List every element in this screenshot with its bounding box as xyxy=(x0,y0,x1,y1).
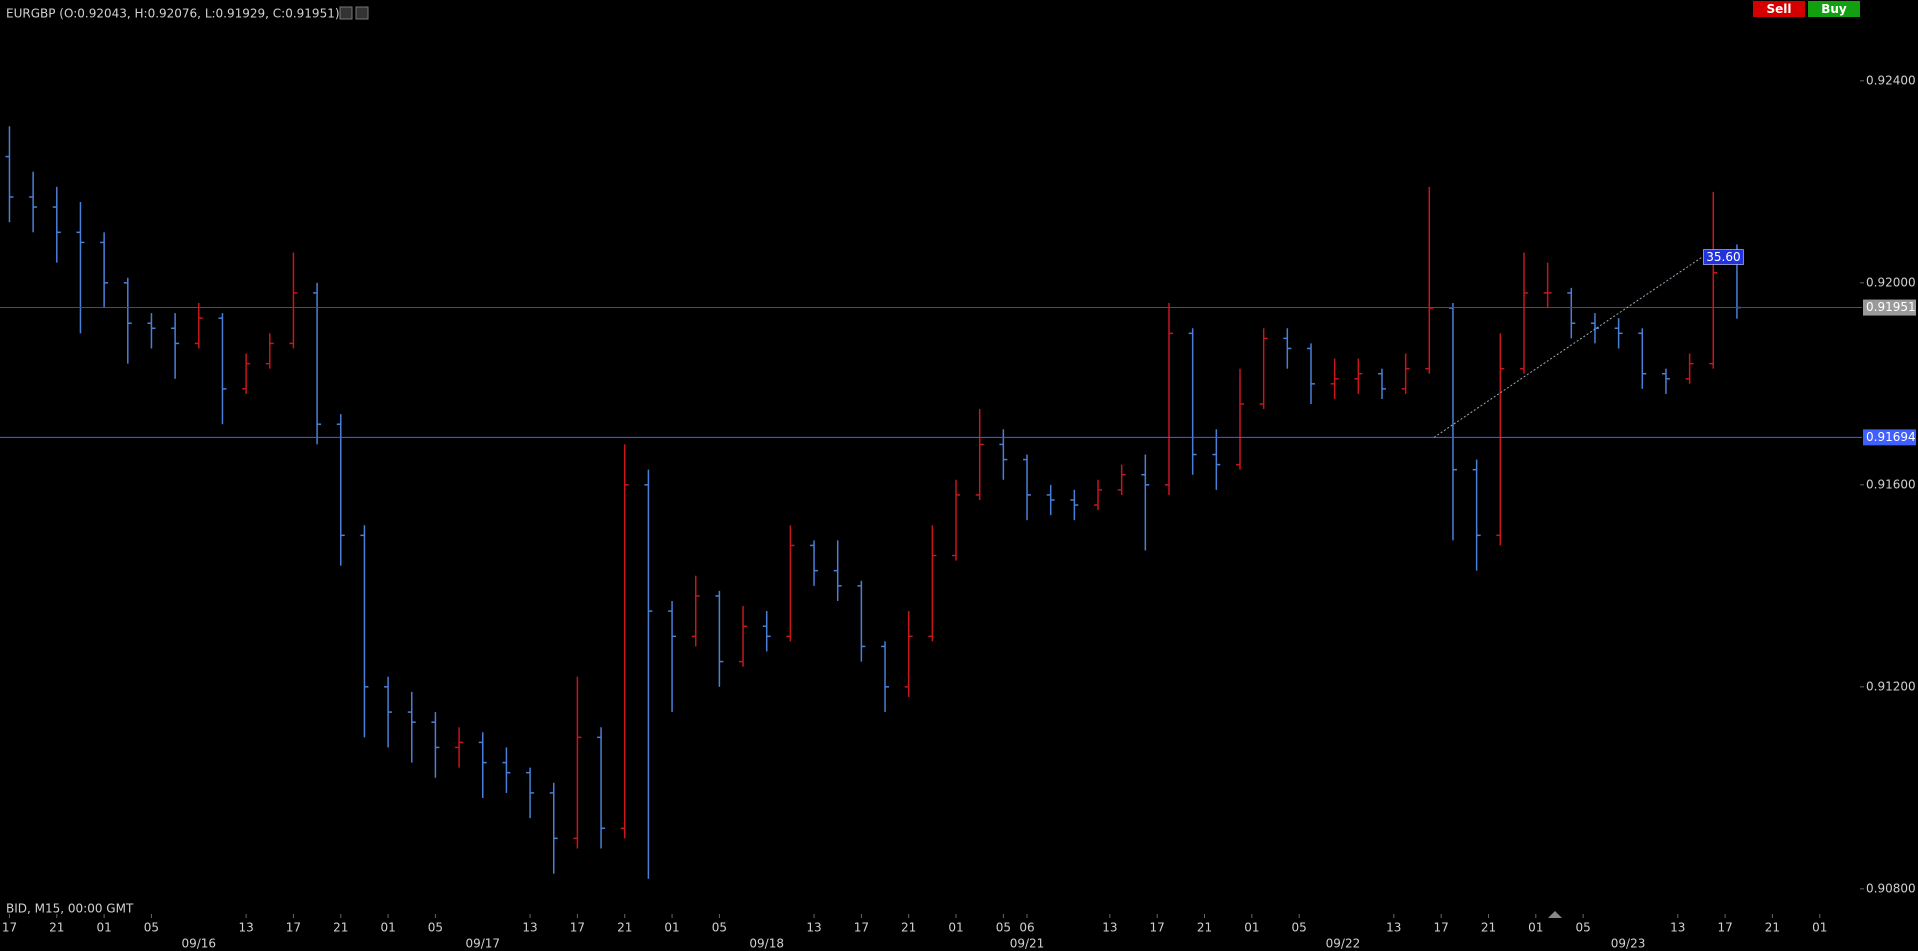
x-tick-label: 21 xyxy=(49,921,64,935)
buy-button[interactable]: Buy xyxy=(1808,1,1860,17)
x-tick-label: 17 xyxy=(854,921,869,935)
x-tick-label: 05 xyxy=(712,921,727,935)
price-label: 0.91694 xyxy=(1866,430,1916,444)
x-tick-label: 21 xyxy=(333,921,348,935)
x-tick-label: 01 xyxy=(664,921,679,935)
x-tick-label: 17 xyxy=(2,921,17,935)
chart-title: EURGBP (O:0.92043, H:0.92076, L:0.91929,… xyxy=(6,7,340,21)
x-tick-label: 05 xyxy=(996,921,1011,935)
x-tick-label: 21 xyxy=(1765,921,1780,935)
x-tick-label: 01 xyxy=(1244,921,1259,935)
x-tick-label: 05 xyxy=(428,921,443,935)
x-tick-label: 13 xyxy=(806,921,821,935)
footer-label: BID, M15, 00:00 GMT xyxy=(6,902,134,916)
measure-label-box xyxy=(1703,249,1744,265)
x-tick-label: 13 xyxy=(1102,921,1117,935)
x-tick-label: 13 xyxy=(238,921,253,935)
date-label: 09/16 xyxy=(181,937,216,951)
measure-label: 35.60 xyxy=(1706,250,1740,264)
y-tick-label: 0.92000 xyxy=(1866,275,1916,289)
x-tick-label: 01 xyxy=(948,921,963,935)
x-tick-label: 21 xyxy=(1197,921,1212,935)
settings-icon[interactable] xyxy=(339,6,353,20)
x-tick-label: 05 xyxy=(1292,921,1307,935)
x-tick-label: 13 xyxy=(1386,921,1401,935)
date-label: 09/21 xyxy=(1010,937,1045,951)
measure-line xyxy=(1433,257,1702,438)
y-tick-label: 0.92400 xyxy=(1866,73,1916,87)
date-label: 09/23 xyxy=(1611,937,1646,951)
x-tick-label: 13 xyxy=(522,921,537,935)
x-tick-label: 17 xyxy=(1434,921,1449,935)
x-tick-label: 01 xyxy=(380,921,395,935)
x-tick-label: 21 xyxy=(1481,921,1496,935)
x-tick-label: 17 xyxy=(1717,921,1732,935)
x-tick-label: 17 xyxy=(1150,921,1165,935)
x-tick-label: 17 xyxy=(570,921,585,935)
date-label: 09/22 xyxy=(1326,937,1361,951)
y-tick-label: 0.91600 xyxy=(1866,477,1916,491)
gear-icon[interactable] xyxy=(355,6,369,20)
price-label-box xyxy=(1863,429,1916,446)
y-tick-label: 0.90800 xyxy=(1866,881,1916,895)
sell-button[interactable]: Sell xyxy=(1753,1,1805,17)
x-tick-label: 13 xyxy=(1670,921,1685,935)
x-tick-label: 01 xyxy=(96,921,111,935)
price-label: 0.91951 xyxy=(1866,300,1916,314)
x-tick-label: 21 xyxy=(901,921,916,935)
date-label: 09/17 xyxy=(465,937,500,951)
scroll-marker[interactable] xyxy=(1548,911,1562,918)
price-label-box xyxy=(1863,299,1916,316)
y-tick-label: 0.91200 xyxy=(1866,679,1916,693)
x-tick-label: 05 xyxy=(144,921,159,935)
x-tick-label: 05 xyxy=(1575,921,1590,935)
x-tick-label: 21 xyxy=(617,921,632,935)
x-tick-label: 06 xyxy=(1019,921,1034,935)
x-tick-label: 01 xyxy=(1528,921,1543,935)
date-label: 09/18 xyxy=(749,937,784,951)
x-tick-label: 17 xyxy=(286,921,301,935)
x-tick-label: 01 xyxy=(1812,921,1827,935)
